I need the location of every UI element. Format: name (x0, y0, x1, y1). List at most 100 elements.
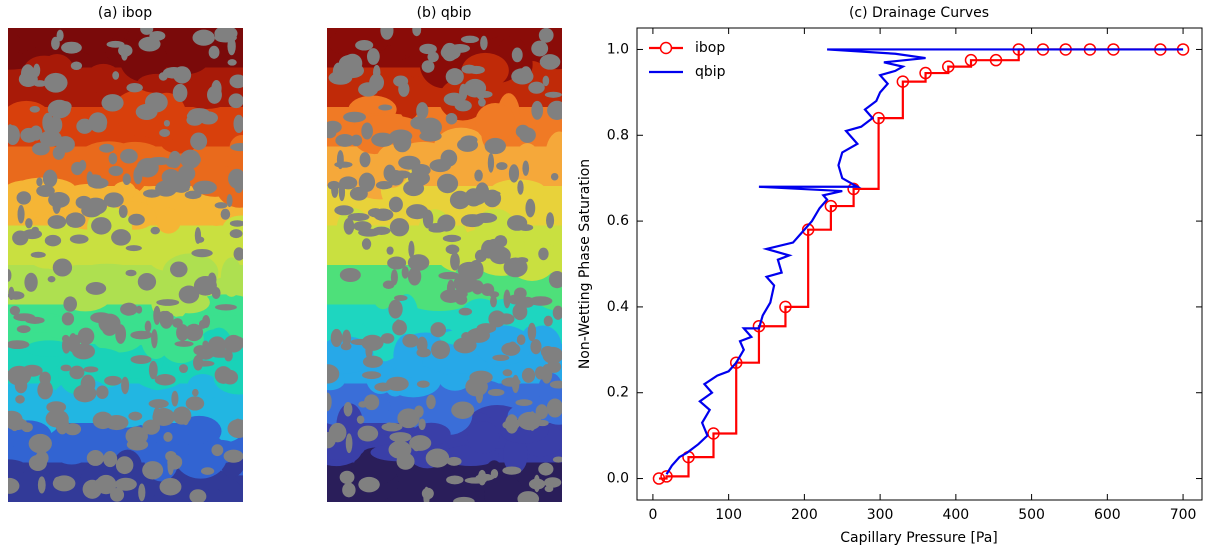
solid-grain (61, 337, 71, 354)
solid-grain (380, 28, 394, 40)
solid-grain (214, 202, 228, 209)
solid-grain (529, 296, 553, 306)
solid-grain (227, 37, 236, 56)
solid-grain (515, 257, 529, 264)
solid-grain (398, 155, 421, 170)
solid-grain (416, 380, 430, 388)
solid-grain (47, 215, 67, 229)
solid-grain (552, 305, 562, 320)
solid-grain (17, 204, 25, 224)
solid-grain (475, 385, 484, 404)
solid-grain (508, 164, 520, 183)
solid-grain (502, 466, 522, 475)
solid-grain (353, 221, 372, 232)
solid-grain (339, 267, 361, 283)
solid-grain (438, 271, 461, 280)
solid-grain (489, 291, 500, 298)
solid-grain (397, 408, 420, 429)
solid-grain (455, 294, 468, 305)
solid-grain (143, 189, 161, 198)
solid-grain (394, 319, 402, 334)
solid-grain (170, 261, 188, 278)
solid-grain (552, 456, 562, 463)
solid-grain (156, 299, 180, 306)
solid-grain (8, 340, 30, 350)
solid-grain (445, 113, 458, 125)
solid-grain (72, 343, 96, 360)
series-line (665, 48, 1184, 475)
solid-grain (114, 477, 137, 491)
solid-grain (207, 85, 222, 104)
solid-grain (33, 63, 41, 77)
y-tick-label: 0.8 (607, 127, 629, 143)
phase-blob (8, 100, 51, 135)
phase-blob (127, 283, 178, 302)
phase-blob (389, 485, 432, 502)
phase-blob (467, 421, 500, 454)
solid-grain (446, 475, 464, 485)
solid-grain (56, 29, 64, 42)
solid-grain (347, 212, 370, 221)
solid-grain (341, 329, 352, 347)
solid-grain (480, 35, 488, 51)
solid-grain (487, 388, 505, 396)
y-tick-label: 0.4 (607, 299, 629, 315)
solid-grain (393, 133, 412, 153)
phase-blob (176, 415, 222, 447)
pore-image (8, 28, 243, 502)
data-point (729, 356, 743, 369)
solid-grain (64, 423, 82, 436)
solid-grain (436, 173, 459, 194)
solid-grain (168, 150, 182, 169)
solid-grain (394, 294, 408, 302)
solid-grain (531, 40, 549, 57)
solid-grain (16, 325, 31, 334)
solid-grain (60, 364, 72, 372)
x-tick-label: 600 (1094, 507, 1121, 523)
solid-grain (339, 470, 355, 484)
solid-grain (327, 431, 336, 449)
data-point (919, 66, 932, 80)
solid-grain (140, 28, 154, 35)
solid-grain (343, 401, 353, 417)
solid-grain (536, 419, 549, 427)
solid-grain (9, 305, 21, 316)
data-point (752, 319, 766, 333)
solid-grain (211, 444, 224, 457)
solid-grain (460, 135, 478, 145)
solid-grain (358, 172, 376, 193)
solid-grain (122, 173, 131, 186)
solid-grain (528, 478, 546, 490)
solid-grain (522, 160, 530, 176)
solid-grain (92, 411, 114, 430)
solid-grain (229, 229, 243, 239)
solid-grain (547, 100, 562, 120)
solid-grain (361, 371, 382, 380)
solid-grain (63, 296, 78, 312)
solid-grain (542, 346, 562, 364)
solid-grain (374, 382, 392, 392)
x-tick-label: 500 (1018, 507, 1045, 523)
solid-grain (521, 367, 536, 383)
solid-grain (371, 132, 395, 147)
solid-grain (516, 334, 526, 346)
solid-grain (430, 322, 447, 338)
solid-grain (390, 269, 398, 286)
solid-grain (120, 302, 138, 316)
phase-blob (484, 479, 507, 502)
solid-grain (193, 354, 204, 371)
solid-grain (544, 477, 562, 488)
solid-grain (461, 332, 472, 341)
solid-grain (39, 130, 62, 147)
solid-grain (330, 328, 343, 347)
phase-blob (8, 32, 22, 57)
solid-grain (61, 312, 75, 326)
phase-blob (421, 463, 452, 502)
solid-grain (85, 281, 107, 295)
solid-grain (159, 128, 171, 137)
solid-grain (393, 75, 409, 87)
solid-grain (163, 432, 173, 442)
solid-grain (392, 170, 412, 179)
solid-grain (149, 30, 166, 41)
solid-grain (8, 125, 20, 145)
